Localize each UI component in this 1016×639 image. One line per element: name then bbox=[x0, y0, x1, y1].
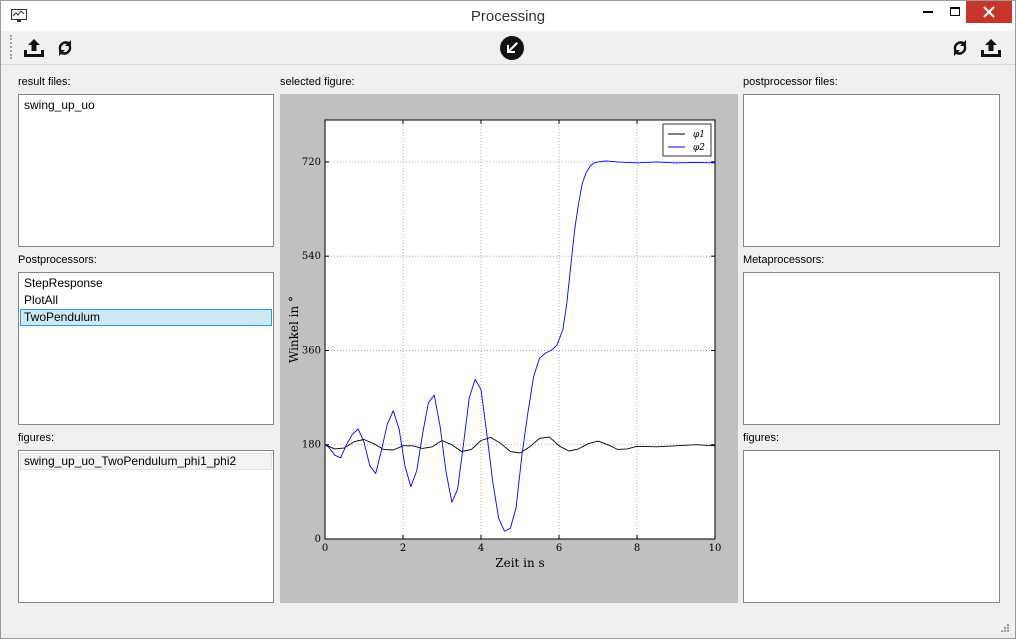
minimize-button[interactable] bbox=[912, 1, 944, 23]
arrow-down-left-icon bbox=[500, 36, 524, 60]
x-tick-label: 2 bbox=[400, 543, 406, 554]
x-tick-label: 4 bbox=[478, 543, 484, 554]
list-item[interactable]: swing_up_uo bbox=[24, 98, 95, 112]
y-tick-label: 540 bbox=[302, 251, 321, 262]
y-tick-label: 180 bbox=[302, 440, 321, 451]
x-tick-label: 0 bbox=[322, 543, 328, 554]
upload-button-right[interactable] bbox=[978, 35, 1004, 61]
x-tick-label: 6 bbox=[556, 543, 562, 554]
legend-label-1: φ1 bbox=[693, 130, 705, 140]
figures-list-right[interactable] bbox=[743, 450, 1000, 603]
x-tick-label: 8 bbox=[634, 543, 640, 554]
list-item[interactable]: swing_up_uo_TwoPendulum_phi1_phi2 bbox=[20, 453, 272, 470]
y-tick-label: 360 bbox=[302, 345, 321, 356]
result-files-label: result files: bbox=[18, 76, 71, 88]
figures-label-right: figures: bbox=[743, 432, 780, 444]
x-tick-label: 10 bbox=[709, 543, 722, 554]
metaprocessors-list[interactable] bbox=[743, 272, 1000, 425]
selected-figure-label: selected figure: bbox=[280, 76, 355, 88]
list-item[interactable]: StepResponse bbox=[24, 276, 103, 290]
metaprocessors-label: Metaprocessors: bbox=[743, 254, 825, 266]
legend-label-2: φ2 bbox=[693, 143, 705, 153]
refresh-button-right[interactable] bbox=[947, 35, 973, 61]
series-line-2 bbox=[324, 160, 716, 532]
toolbar-grip[interactable] bbox=[10, 35, 13, 59]
apply-button-center[interactable] bbox=[499, 35, 525, 61]
line-chart: 0 2 4 6 8 10 0 180 360 540 720 Zeit in s Winkel in °… bbox=[287, 119, 722, 570]
upload-icon bbox=[24, 39, 44, 57]
refresh-icon bbox=[58, 40, 72, 56]
maximize-icon bbox=[950, 7, 960, 16]
resize-grip-icon[interactable] bbox=[999, 622, 1009, 632]
monitor-app-icon bbox=[11, 9, 27, 22]
refresh-icon bbox=[953, 40, 967, 56]
refresh-button-left[interactable] bbox=[52, 35, 78, 61]
x-axis-label: Zeit in s bbox=[495, 556, 544, 570]
minimize-icon bbox=[923, 11, 933, 13]
figures-label-left: figures: bbox=[18, 432, 55, 444]
y-tick-label: 0 bbox=[315, 534, 321, 545]
list-item[interactable]: PlotAll bbox=[24, 293, 59, 307]
maximize-button[interactable] bbox=[939, 1, 971, 23]
figure-canvas[interactable]: 0 2 4 6 8 10 0 180 360 540 720 Zeit in s Winkel in °… bbox=[280, 94, 738, 603]
upload-icon bbox=[981, 39, 1001, 57]
toolbar bbox=[1, 31, 1015, 65]
close-icon bbox=[983, 6, 995, 18]
y-tick-label: 720 bbox=[302, 157, 321, 168]
figures-list-left[interactable]: swing_up_uo_TwoPendulum_phi1_phi2 bbox=[18, 450, 274, 603]
postprocessor-files-label: postprocessor files: bbox=[743, 76, 838, 88]
postprocessor-files-list[interactable] bbox=[743, 94, 1000, 247]
list-item-selected[interactable]: TwoPendulum bbox=[20, 309, 272, 326]
y-axis-label: Winkel in ° bbox=[287, 296, 301, 363]
series-line-1 bbox=[324, 436, 716, 454]
result-files-list[interactable]: swing_up_uo bbox=[18, 94, 274, 247]
close-button[interactable] bbox=[966, 1, 1012, 23]
legend bbox=[662, 123, 712, 157]
title-bar: Processing bbox=[1, 1, 1015, 31]
upload-button-left[interactable] bbox=[21, 35, 47, 61]
postprocessors-label: Postprocessors: bbox=[18, 254, 97, 266]
postprocessors-list[interactable]: StepResponse PlotAll TwoPendulum bbox=[18, 272, 274, 425]
window-title: Processing bbox=[470, 8, 546, 25]
